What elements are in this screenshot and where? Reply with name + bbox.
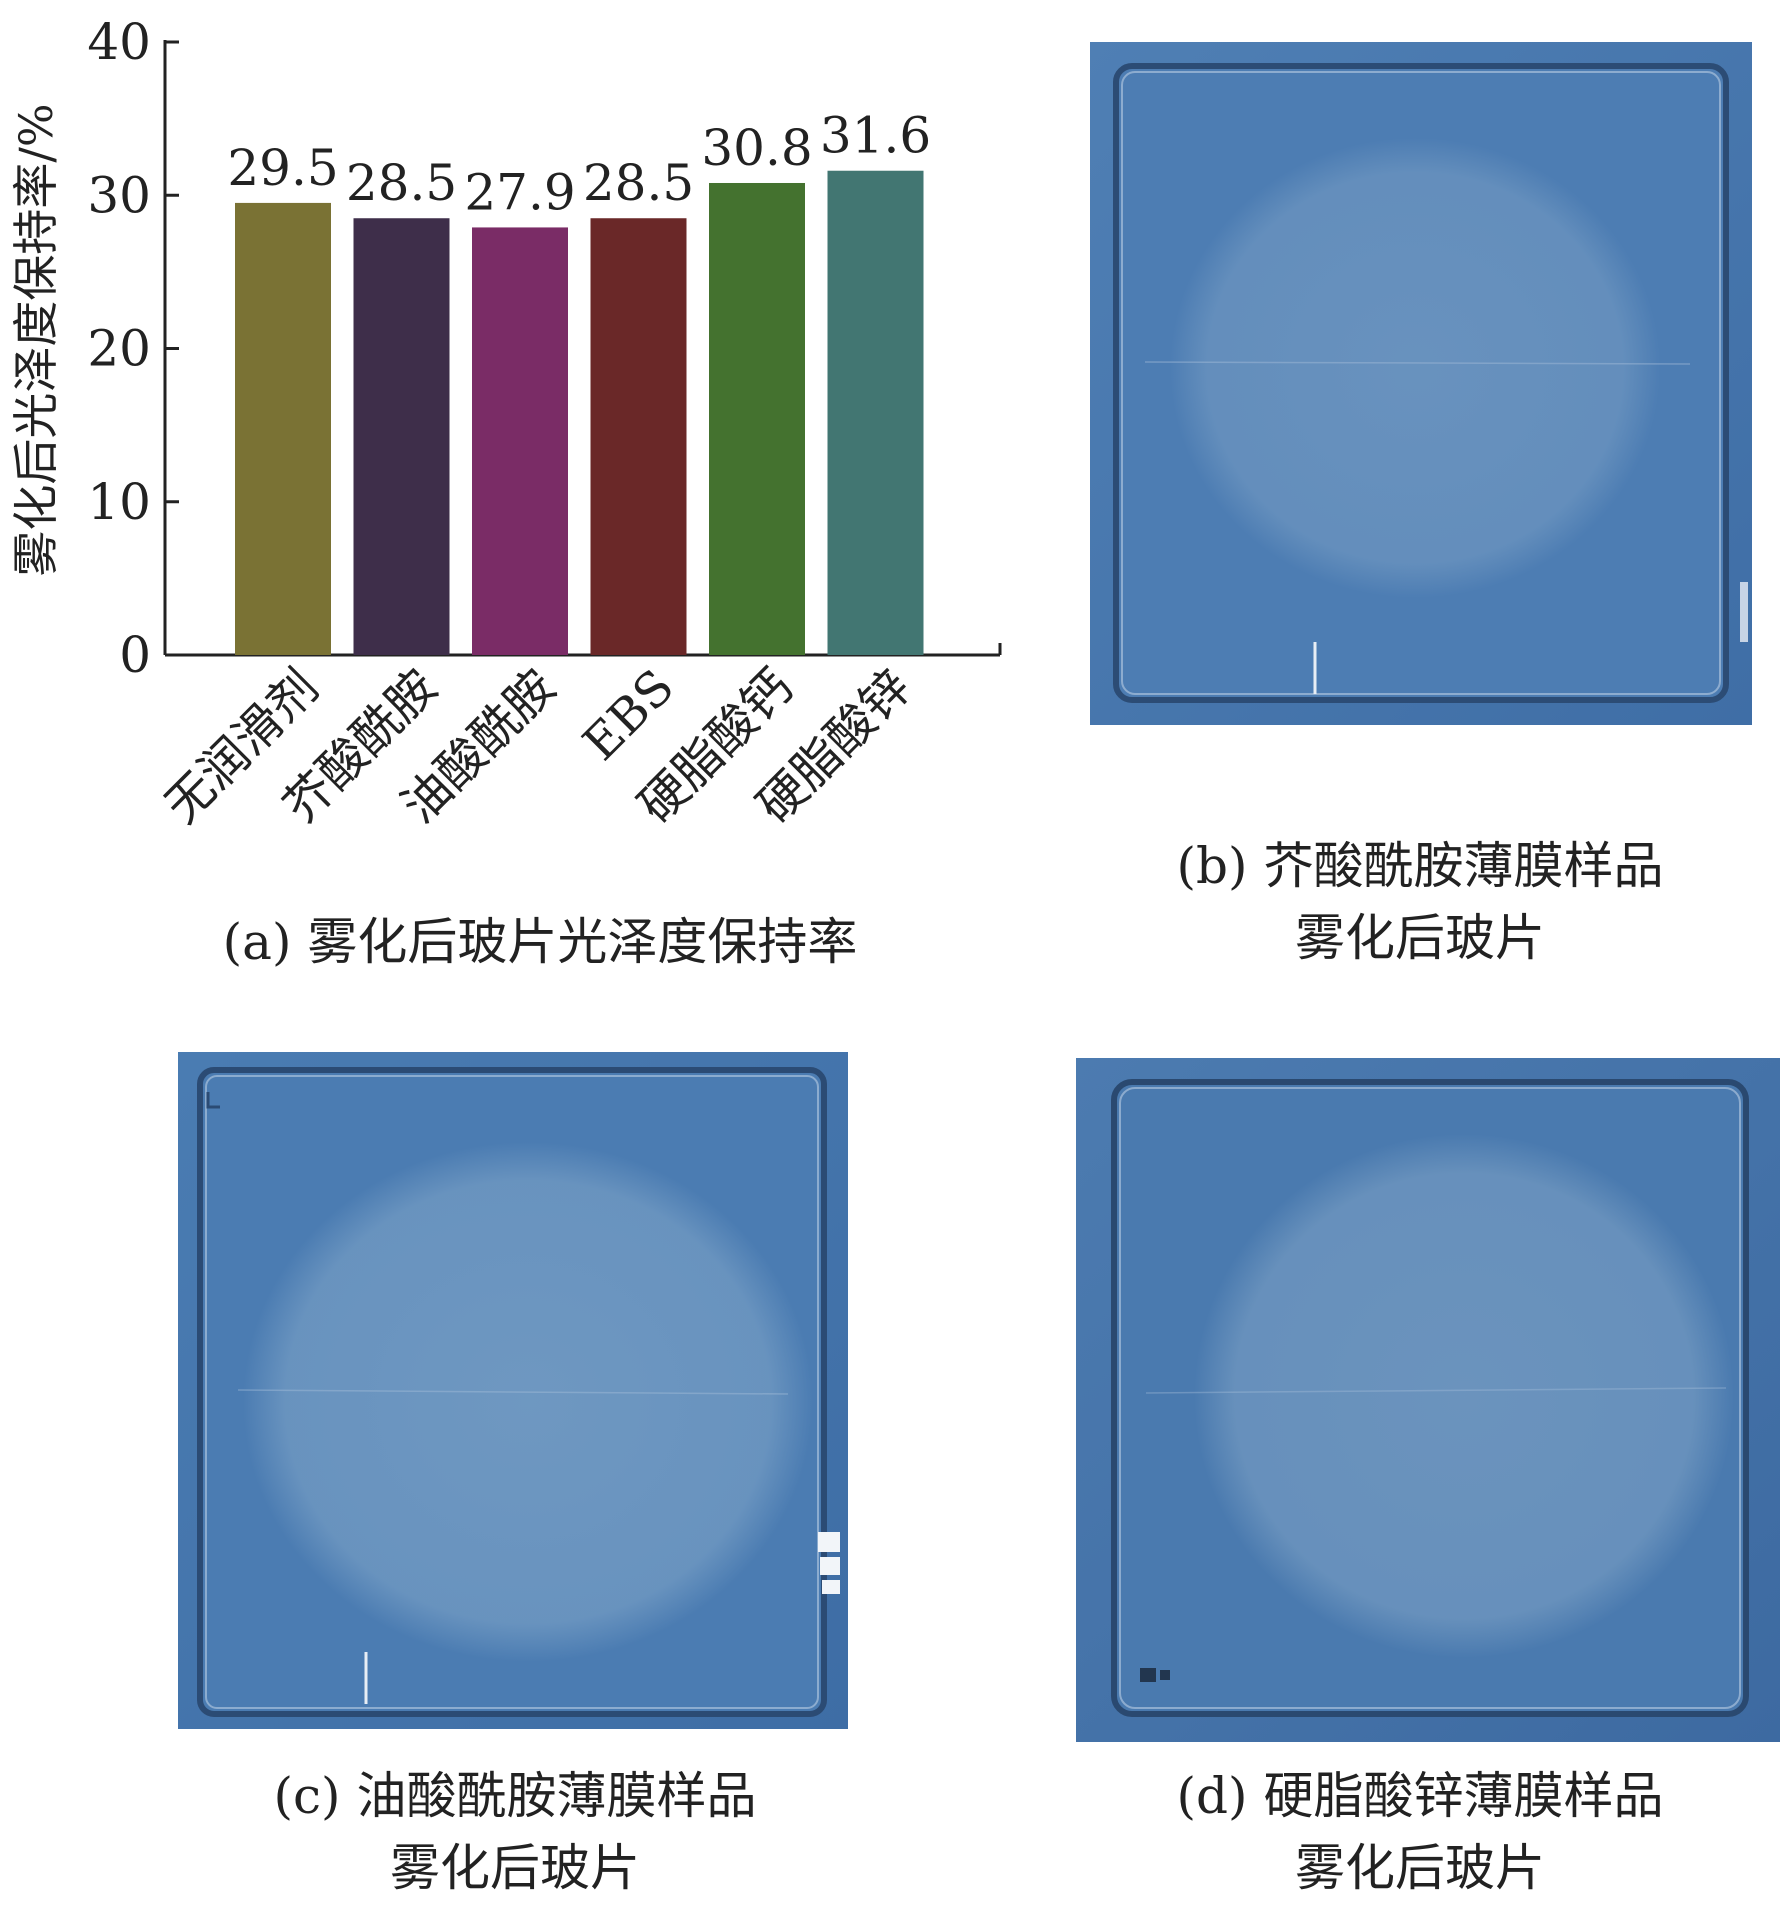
caption-a-text: (a) 雾化后玻片光泽度保持率 xyxy=(222,913,858,971)
bar-value-label: 27.9 xyxy=(464,163,575,221)
y-tick-label: 0 xyxy=(119,626,151,684)
photo-c-oleamide-slide xyxy=(178,1052,848,1729)
caption-d-line2: 雾化后玻片 xyxy=(1295,1839,1545,1897)
photo-b-erucamide-slide xyxy=(1090,42,1752,725)
bar-value-label: 30.8 xyxy=(701,119,812,177)
bar xyxy=(353,218,450,656)
y-axis-label: 雾化后光泽度保持率/% xyxy=(9,103,63,576)
caption-b: (b) 芥酸酰胺薄膜样品 雾化后玻片 xyxy=(1060,830,1780,974)
y-tick-label: 10 xyxy=(87,473,151,531)
caption-c-line1: (c) 油酸酰胺薄膜样品 xyxy=(273,1767,757,1825)
photo-d-zinc-stearate-slide xyxy=(1076,1058,1780,1742)
caption-d-line1: (d) 硬脂酸锌薄膜样品 xyxy=(1176,1767,1664,1825)
caption-c-line2: 雾化后玻片 xyxy=(390,1839,640,1897)
chart-bars xyxy=(235,170,924,656)
bar-value-label: 28.5 xyxy=(346,154,457,212)
y-tick-label: 30 xyxy=(87,166,151,224)
caption-a: (a) 雾化后玻片光泽度保持率 xyxy=(120,906,960,978)
bar-value-label: 29.5 xyxy=(227,139,338,197)
chart-value-labels: 29.5 28.5 27.9 28.530.8 31.6 xyxy=(227,107,931,222)
chart-tick-labels: 0 10 20 30 40 xyxy=(87,13,151,684)
bar xyxy=(590,218,687,656)
caption-b-line1: (b) 芥酸酰胺薄膜样品 xyxy=(1176,837,1664,895)
y-tick-label: 20 xyxy=(87,320,151,378)
caption-c: (c) 油酸酰胺薄膜样品 雾化后玻片 xyxy=(150,1760,880,1904)
caption-d: (d) 硬脂酸锌薄膜样品 雾化后玻片 xyxy=(1060,1760,1780,1904)
bar-value-label: 31.6 xyxy=(820,107,931,165)
bar xyxy=(709,182,805,656)
bar-value-label: 28.5 xyxy=(583,154,694,212)
bar xyxy=(235,202,331,655)
bar xyxy=(472,227,568,655)
y-tick-label: 40 xyxy=(87,13,151,71)
caption-b-line2: 雾化后玻片 xyxy=(1295,909,1545,967)
bar xyxy=(827,170,924,656)
